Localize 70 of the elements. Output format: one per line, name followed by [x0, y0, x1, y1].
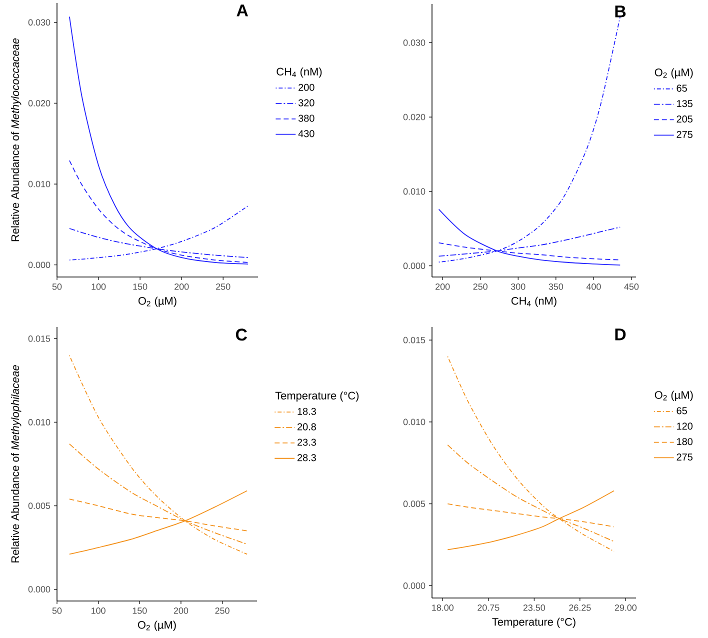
x-tick-label: 450 — [624, 284, 639, 290]
x-tick-label: 350 — [548, 284, 564, 290]
legend-label: 380 — [298, 114, 314, 122]
y-tick-label: 0.000 — [403, 262, 426, 270]
y-tick-label: 0.010 — [403, 418, 426, 426]
legend-label: 430 — [298, 130, 314, 138]
y-tick-label: 0.000 — [28, 262, 50, 268]
legend-label: 180 — [677, 438, 693, 446]
x-tick-label: 300 — [511, 284, 526, 290]
y-tick-label: 0.010 — [28, 419, 50, 426]
legend-label: 200 — [298, 84, 314, 91]
chart-title: B — [615, 6, 626, 18]
x-axis-title: O$_{2}$ (µM) — [138, 296, 176, 307]
legend-title: Temperature (°C) — [275, 391, 359, 402]
y-tick-label: 0.010 — [403, 188, 426, 195]
x-tick-label: 150 — [132, 608, 147, 614]
legend-label: 275 — [676, 130, 692, 138]
legend-label: 320 — [298, 99, 314, 106]
x-tick-label: 18.00 — [432, 604, 454, 611]
y-tick-label: 0.005 — [28, 502, 50, 509]
legend-label: 135 — [677, 100, 692, 108]
legend-label: 20.8 — [298, 423, 316, 430]
y-tick-label: 0.010 — [28, 180, 50, 188]
x-axis-title: O$_{2}$ (µM) — [138, 620, 176, 631]
x-tick-label: 23.50 — [523, 604, 546, 611]
y-tick-label: 0.015 — [403, 336, 426, 344]
legend-label: 120 — [677, 422, 693, 430]
x-tick-label: 100 — [92, 284, 106, 290]
chart-title: A — [236, 4, 248, 16]
y-tick-label: 0.000 — [403, 582, 426, 589]
y-tick-label: 0.020 — [403, 114, 426, 120]
x-tick-label: 29.00 — [614, 604, 637, 611]
x-tick-label: 50 — [52, 608, 62, 614]
line-series — [447, 356, 614, 552]
legend-label: 65 — [676, 84, 687, 92]
x-tick-label: 20.75 — [478, 604, 500, 611]
y-tick-label: 0.005 — [403, 500, 426, 508]
x-tick-label: 200 — [436, 284, 450, 290]
y-tick-label: 0.000 — [28, 586, 50, 592]
y-axis-title: Relative Abundance of Methylophilaceae — [11, 365, 22, 562]
x-tick-label: 250 — [216, 284, 230, 290]
legend-title: O$_{2}$ (µM) — [654, 68, 693, 78]
y-tick-label: 0.030 — [28, 19, 50, 26]
x-tick-label: 200 — [174, 608, 188, 614]
legend-label: 23.3 — [298, 438, 316, 446]
x-tick-label: 400 — [586, 284, 601, 290]
x-tick-label: 250 — [215, 608, 230, 614]
chart-title: D — [615, 328, 626, 340]
y-tick-label: 0.015 — [28, 336, 50, 342]
y-tick-label: 0.030 — [403, 39, 426, 46]
legend-label: 18.3 — [298, 408, 316, 415]
chart-title: C — [236, 328, 248, 341]
legend-label: 65 — [676, 407, 687, 414]
x-axis-title: Temperature (°C) — [492, 618, 576, 628]
x-axis-title: CH$_{4}$ (nM) — [511, 296, 556, 307]
x-tick-label: 100 — [92, 608, 106, 614]
x-tick-label: 50 — [52, 284, 62, 290]
legend-title: CH$_{4}$ (nM) — [276, 67, 322, 78]
legend-title: O$_{2}$ (µM) — [654, 390, 693, 402]
y-axis-title: Relative Abundance of Methylococcaceae — [11, 38, 22, 242]
x-tick-label: 26.25 — [569, 604, 591, 611]
legend-label: 275 — [676, 453, 692, 461]
legend-label: 28.3 — [298, 454, 316, 462]
x-tick-label: 200 — [174, 284, 189, 290]
line-series — [68, 354, 248, 555]
x-tick-label: 250 — [473, 284, 488, 290]
y-tick-label: 0.020 — [28, 100, 50, 106]
legend-label: 205 — [676, 116, 692, 123]
line-series — [438, 16, 621, 263]
x-tick-label: 150 — [133, 284, 148, 290]
